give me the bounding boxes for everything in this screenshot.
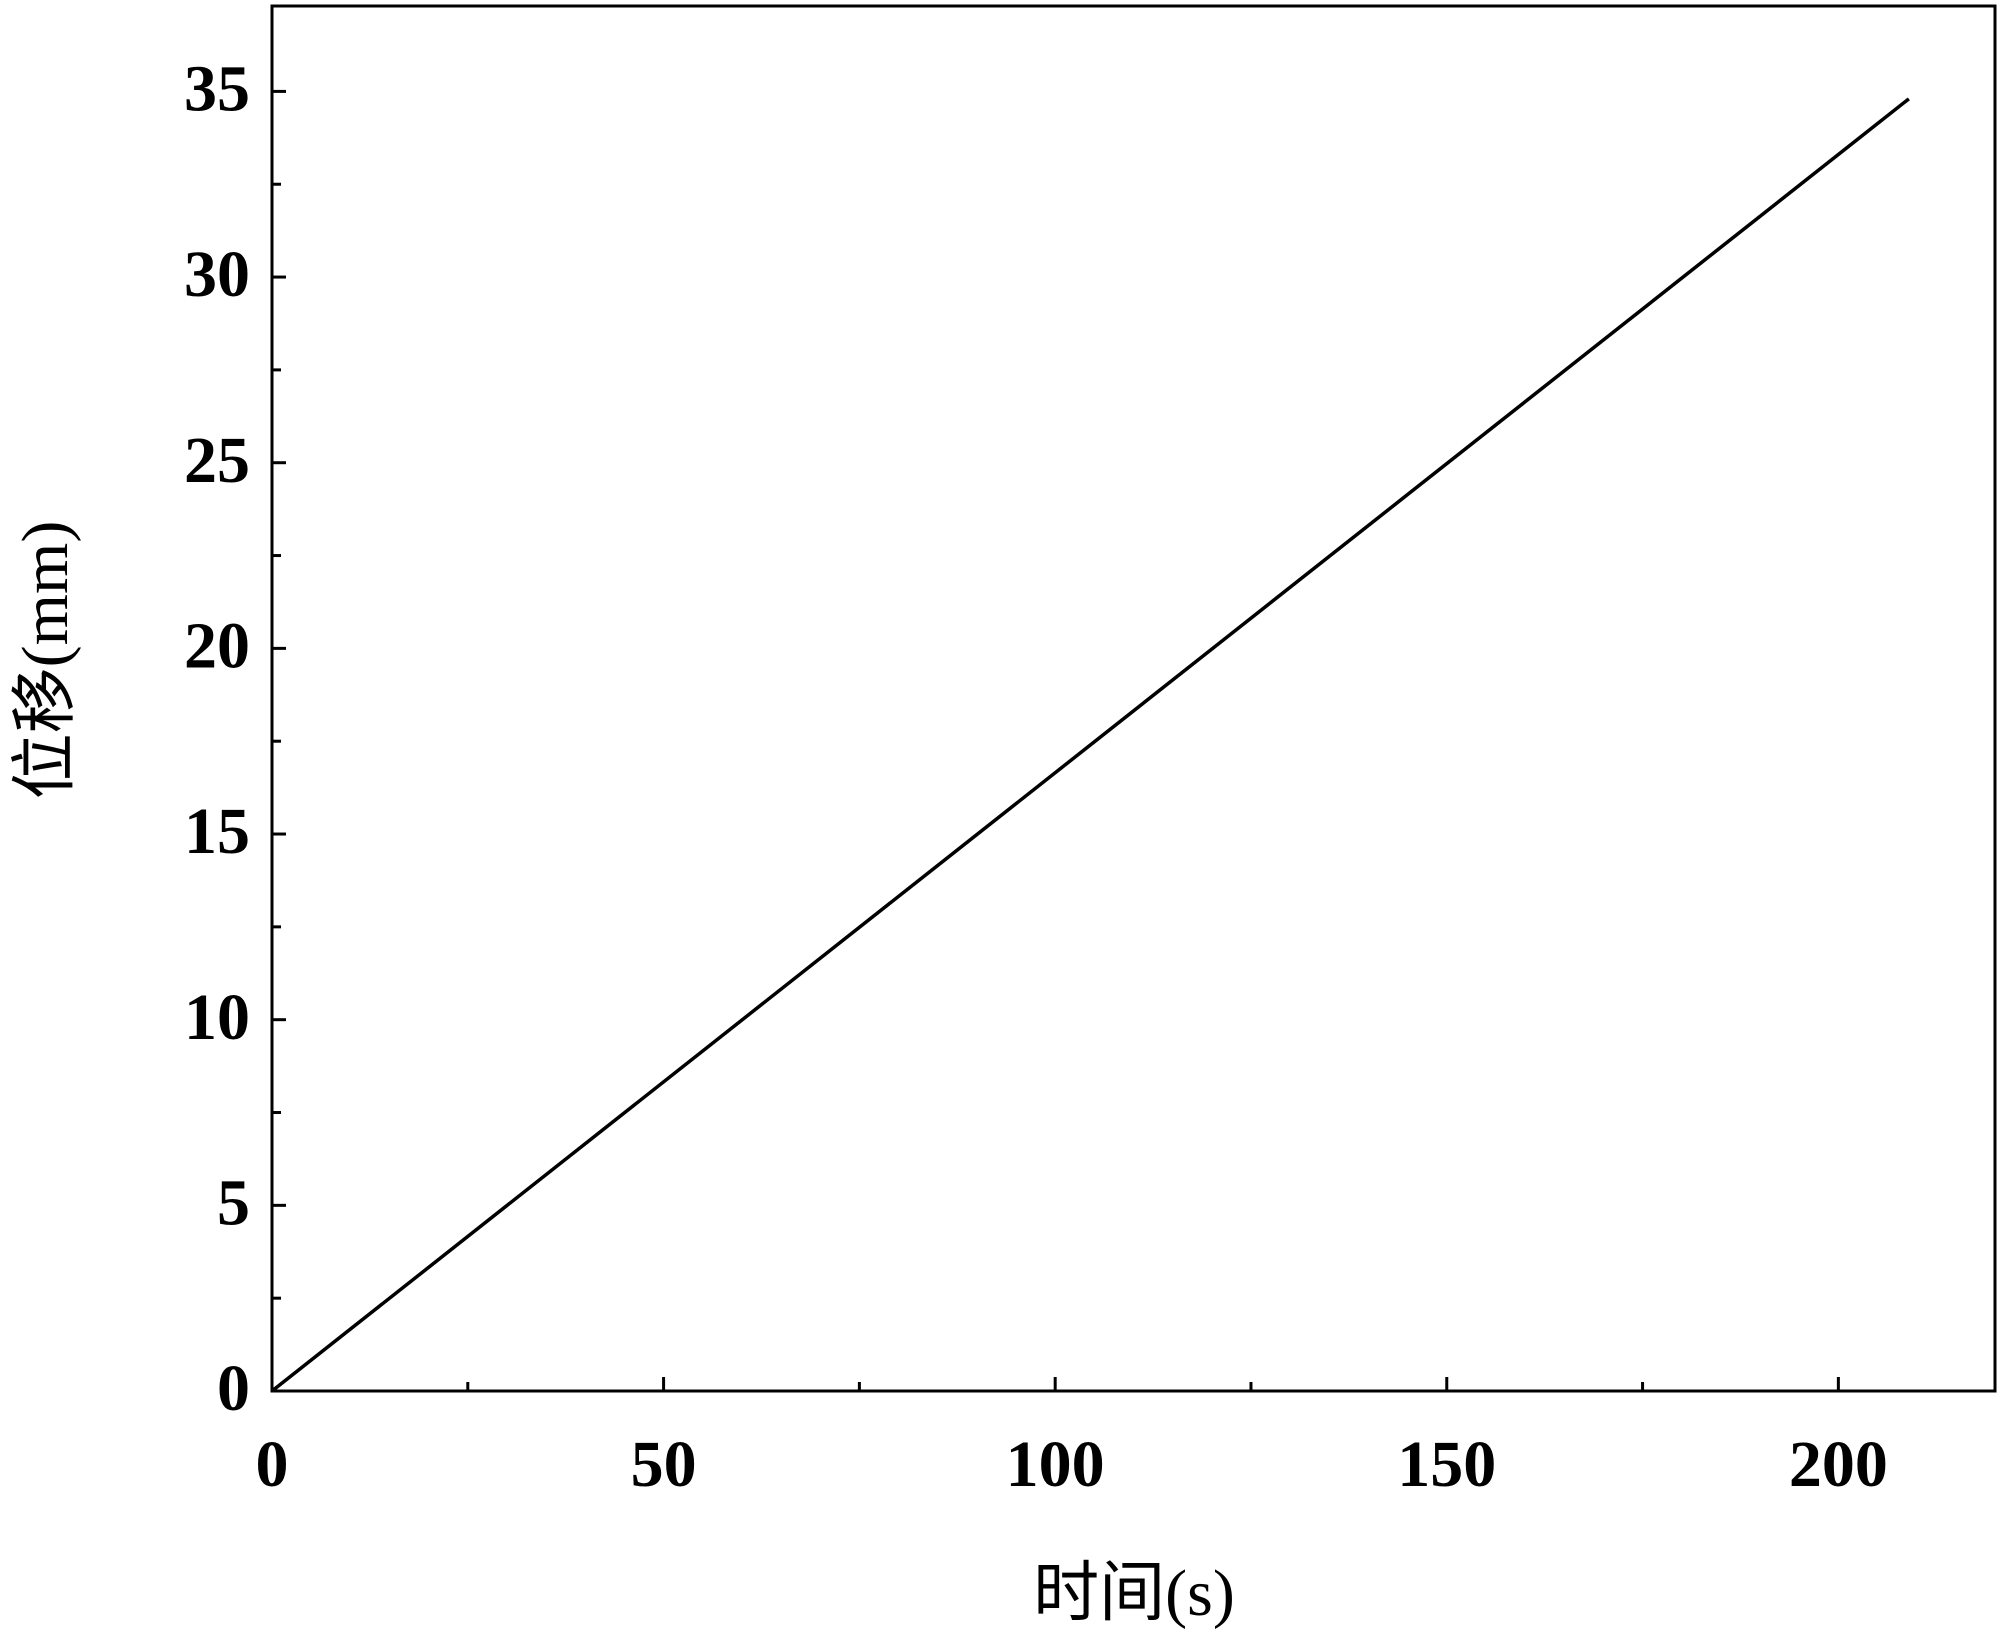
y-tick-label: 5 <box>217 1166 250 1239</box>
x-tick-label: 50 <box>631 1428 697 1501</box>
x-tick-label: 100 <box>1006 1428 1105 1501</box>
y-tick-label: 25 <box>184 424 250 497</box>
plot-frame <box>270 4 1997 1393</box>
x-tick-label: 200 <box>1789 1428 1888 1501</box>
x-tick-label: 0 <box>256 1428 289 1501</box>
y-axis-label: 位移(mm) <box>9 521 82 800</box>
y-tick-label: 0 <box>217 1352 250 1425</box>
y-tick-label: 20 <box>184 610 250 683</box>
y-tick-label: 10 <box>184 981 250 1054</box>
y-tick-label: 35 <box>184 53 250 126</box>
x-axis-label: 时间(s) <box>1033 1557 1235 1630</box>
y-tick-label: 30 <box>184 238 250 311</box>
y-tick-label: 15 <box>184 795 250 868</box>
x-tick-label: 150 <box>1397 1428 1496 1501</box>
data-line <box>270 97 1910 1393</box>
